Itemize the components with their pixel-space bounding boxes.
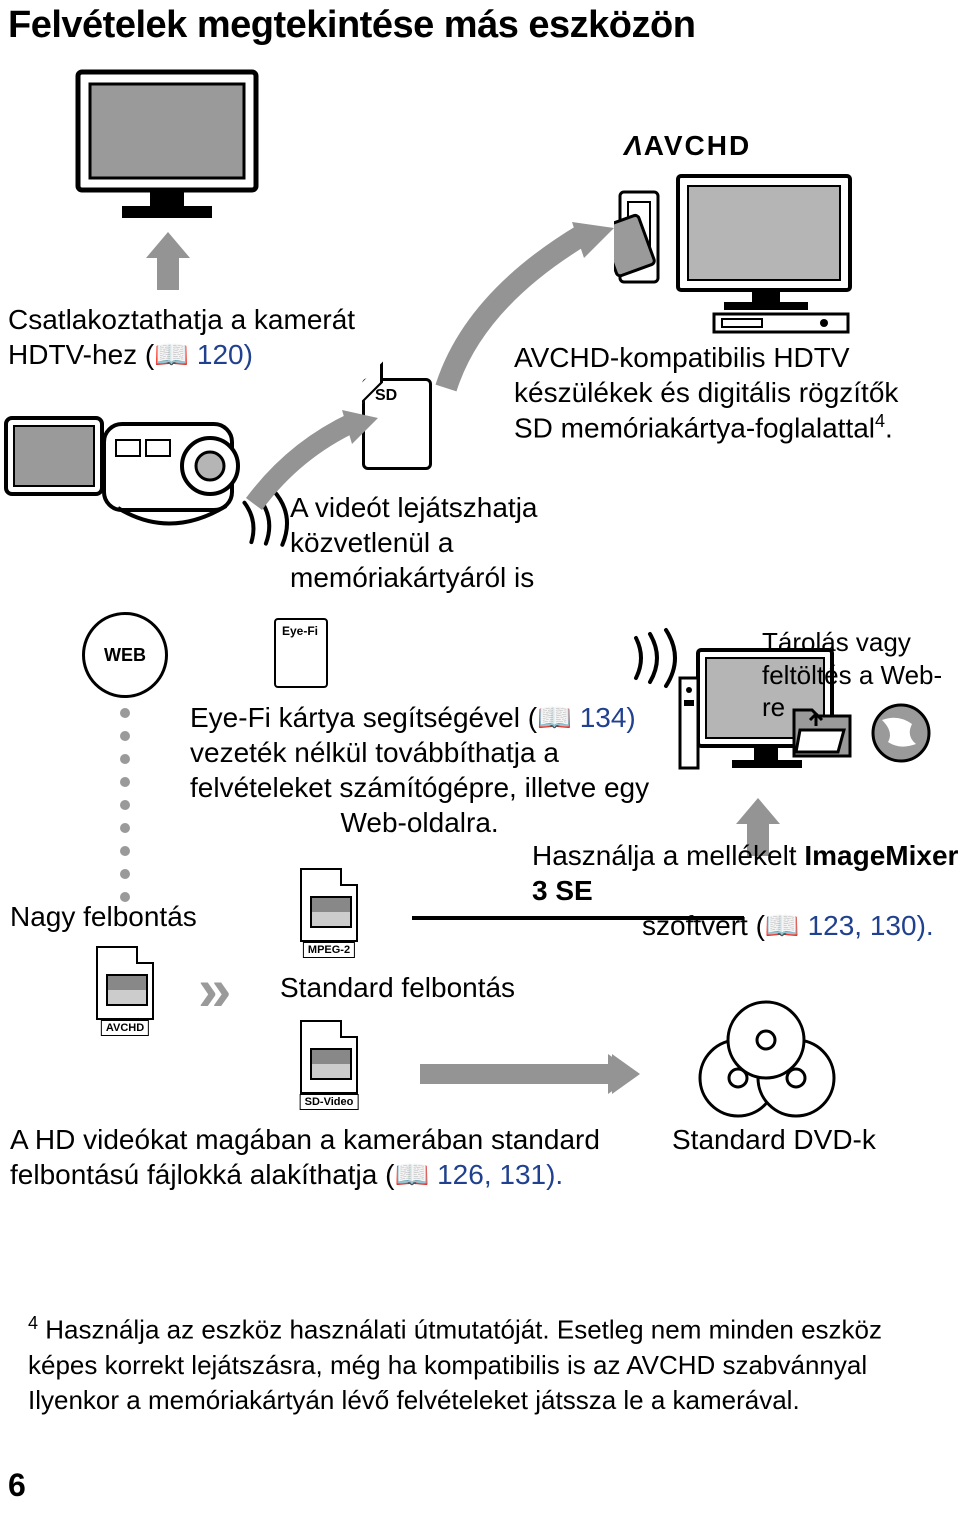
- book-icon-2: 📖: [537, 702, 580, 733]
- globe-icon: [868, 700, 934, 771]
- convert-l2-prefix: felbontású fájlokká alakíthatja (: [10, 1159, 394, 1190]
- avchd-compat-sup: 4: [875, 411, 885, 431]
- page-title: Felvételek megtekintése más eszközön: [8, 4, 695, 47]
- footnote: 4 Használja az eszköz használati útmutat…: [28, 1311, 920, 1418]
- arrow-head: [608, 1054, 636, 1094]
- direct-play-caption: A videót lejátszhatja közvetlenül a memó…: [290, 490, 538, 595]
- hdtv-ref: 120): [197, 339, 253, 370]
- std-dvd-label: Standard DVD-k: [672, 1122, 876, 1157]
- book-icon: 📖: [154, 339, 197, 370]
- std-res-label: Standard felbontás: [280, 970, 515, 1005]
- direct-play-l1: A videót lejátszhatja: [290, 490, 538, 525]
- convert-l2: felbontású fájlokká alakíthatja (📖 126, …: [10, 1157, 600, 1192]
- hdtv-line2-prefix: HDTV-hez (: [8, 339, 154, 370]
- eyefi-l2: vezeték nélkül továbbíthatja a: [190, 735, 649, 770]
- eyefi-l3: felvételeket számítógépre, illetve egy: [190, 770, 649, 805]
- eyefi-l1-prefix: Eye-Fi kártya segítségével (: [190, 702, 537, 733]
- eyefi-caption: Eye-Fi kártya segítségével (📖 134) vezet…: [190, 700, 649, 840]
- imagemixer-l2-prefix: szoftvert (: [642, 910, 765, 941]
- dvd-discs-illustration: [680, 1000, 850, 1125]
- high-res-label: Nagy felbontás: [10, 899, 197, 934]
- convert-chevron-icon: »: [198, 955, 213, 1024]
- mpeg2-file-icon: MPEG-2: [300, 868, 358, 942]
- mpeg2-file-label: MPEG-2: [303, 942, 355, 958]
- imagemixer-l1-prefix: Használja a mellékelt: [532, 840, 804, 871]
- imagemixer-l1: Használja a mellékelt ImageMixer 3 SE: [532, 838, 960, 908]
- imagemixer-l2: szoftvert (📖 123, 130).: [532, 908, 960, 943]
- page-number: 6: [8, 1467, 26, 1504]
- arrow-body: [420, 1064, 610, 1084]
- eyefi-l1: Eye-Fi kártya segítségével (📖 134): [190, 700, 649, 735]
- avchd-compat-l3-prefix: SD memóriakártya-foglalattal: [514, 412, 875, 443]
- direct-play-l3: memóriakártyáról is: [290, 560, 538, 595]
- eyefi-card-label: Eye-Fi: [282, 624, 318, 638]
- convert-caption: A HD videókat magában a kamerában standa…: [10, 1122, 600, 1192]
- avchd-compat-l3: SD memóriakártya-foglalattal4.: [514, 410, 898, 445]
- footnote-num: 4: [28, 1313, 38, 1333]
- imagemixer-caption: Használja a mellékelt ImageMixer 3 SE sz…: [532, 838, 960, 943]
- hdtv-caption: Csatlakoztathatja a kamerát HDTV-hez (📖 …: [8, 302, 355, 372]
- eyefi-card-illustration: Eye-Fi: [274, 618, 328, 688]
- hdtv-line1: Csatlakoztathatja a kamerát: [8, 302, 355, 337]
- footnote-text: Használja az eszköz használati útmutatój…: [28, 1315, 882, 1415]
- web-badge: WEB: [82, 612, 168, 698]
- book-icon-3: 📖: [765, 910, 808, 941]
- avchd-devices-illustration: [614, 172, 854, 341]
- avchd-logo: ΛAVCHD: [624, 130, 751, 162]
- hdtv-line2: HDTV-hez (📖 120): [8, 337, 355, 372]
- avchd-logo-text: AVCHD: [644, 130, 751, 161]
- avchd-file-icon: AVCHD: [96, 946, 154, 1020]
- curved-arrow: [434, 210, 634, 405]
- camcorder-illustration: [0, 400, 260, 595]
- convert-ref: 126, 131).: [437, 1159, 563, 1190]
- avchd-compat-suffix: .: [885, 412, 893, 443]
- folder-icon: [790, 706, 858, 767]
- sdvideo-file-icon: SD-Video: [300, 1020, 358, 1094]
- storage-l1: Tárolás vagy: [762, 626, 960, 659]
- avchd-file-label: AVCHD: [101, 1020, 149, 1036]
- convert-l1: A HD videókat magában a kamerában standa…: [10, 1122, 600, 1157]
- web-badge-label: WEB: [104, 645, 146, 666]
- imagemixer-ref: 123, 130).: [808, 910, 934, 941]
- eyefi-l4: Web-oldalra.: [190, 805, 649, 840]
- book-icon-4: 📖: [394, 1159, 437, 1190]
- direct-play-l2: közvetlenül a: [290, 525, 538, 560]
- sdvideo-file-label: SD-Video: [300, 1094, 359, 1110]
- arrow-to-hdtv: [146, 232, 190, 290]
- divider-line: [412, 916, 744, 920]
- hdtv-illustration: [72, 66, 262, 231]
- eyefi-ref: 134): [580, 702, 636, 733]
